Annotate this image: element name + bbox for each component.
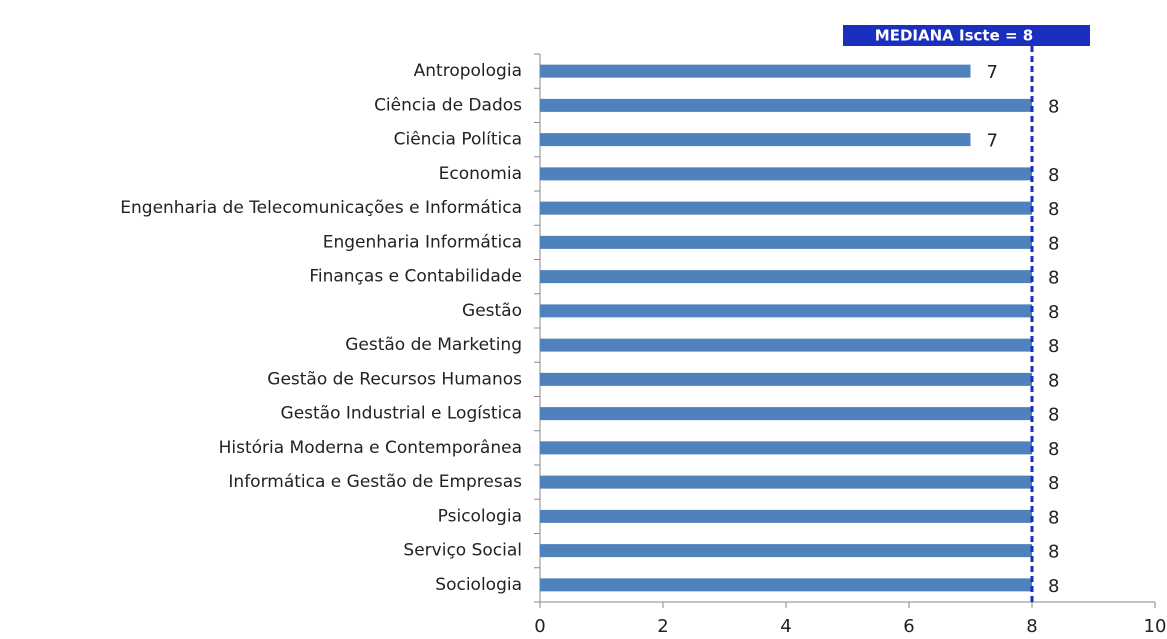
y-tick-label: Ciência Política [394,130,522,150]
data-label: 8 [1048,439,1059,460]
y-tick-label: Serviço Social [403,541,522,561]
y-tick-label: Economia [439,164,522,184]
bar [540,509,1032,523]
bar [540,475,1032,489]
data-label: 8 [1048,165,1059,186]
y-tick-label: Gestão de Marketing [345,335,522,355]
bar [540,235,1032,249]
data-label: 8 [1048,336,1059,357]
y-tick-label: Antropologia [414,61,522,81]
data-label: 8 [1048,507,1059,528]
bar [540,372,1032,386]
bar [540,201,1032,215]
y-tick-label: Gestão de Recursos Humanos [267,369,522,389]
median-label-box [843,25,1090,46]
x-tick-label: 8 [1026,616,1037,637]
data-label: 8 [1048,473,1059,494]
y-tick-label: Sociologia [435,575,522,595]
y-tick-label: Ciência de Dados [374,95,522,115]
y-tick-label: História Moderna e Contemporânea [219,438,522,458]
bar [540,167,1032,181]
x-tick-label: 0 [534,616,545,637]
data-label: 8 [1048,199,1059,220]
bar [540,98,1032,112]
y-tick-label: Informática e Gestão de Empresas [228,472,522,492]
x-tick-label: 4 [780,616,791,637]
bar [540,544,1032,558]
bar [540,64,971,78]
data-label: 8 [1048,370,1059,391]
y-tick-label: Engenharia de Telecomunicações e Informá… [120,198,522,218]
data-label: 8 [1048,576,1059,597]
data-label: 7 [987,131,998,152]
y-tick-label: Gestão [462,301,522,321]
data-label: 8 [1048,233,1059,254]
y-tick-label: Engenharia Informática [323,232,522,252]
median-label: MEDIANA Iscte = 8 [875,27,1033,45]
y-tick-label: Finanças e Contabilidade [309,267,522,287]
bar [540,304,1032,318]
y-tick-label: Psicologia [438,506,522,526]
x-tick-label: 10 [1144,616,1167,637]
data-label: 8 [1048,96,1059,117]
bar [540,270,1032,284]
bar [540,441,1032,455]
data-label: 8 [1048,542,1059,563]
x-tick-label: 2 [657,616,668,637]
y-tick-label: Gestão Industrial e Logística [281,404,522,424]
data-label: 8 [1048,302,1059,323]
bar [540,133,971,147]
bar [540,407,1032,421]
data-label: 8 [1048,268,1059,289]
bar [540,578,1032,592]
data-label: 7 [987,62,998,83]
x-tick-label: 6 [903,616,914,637]
bar [540,338,1032,352]
data-label: 8 [1048,405,1059,426]
